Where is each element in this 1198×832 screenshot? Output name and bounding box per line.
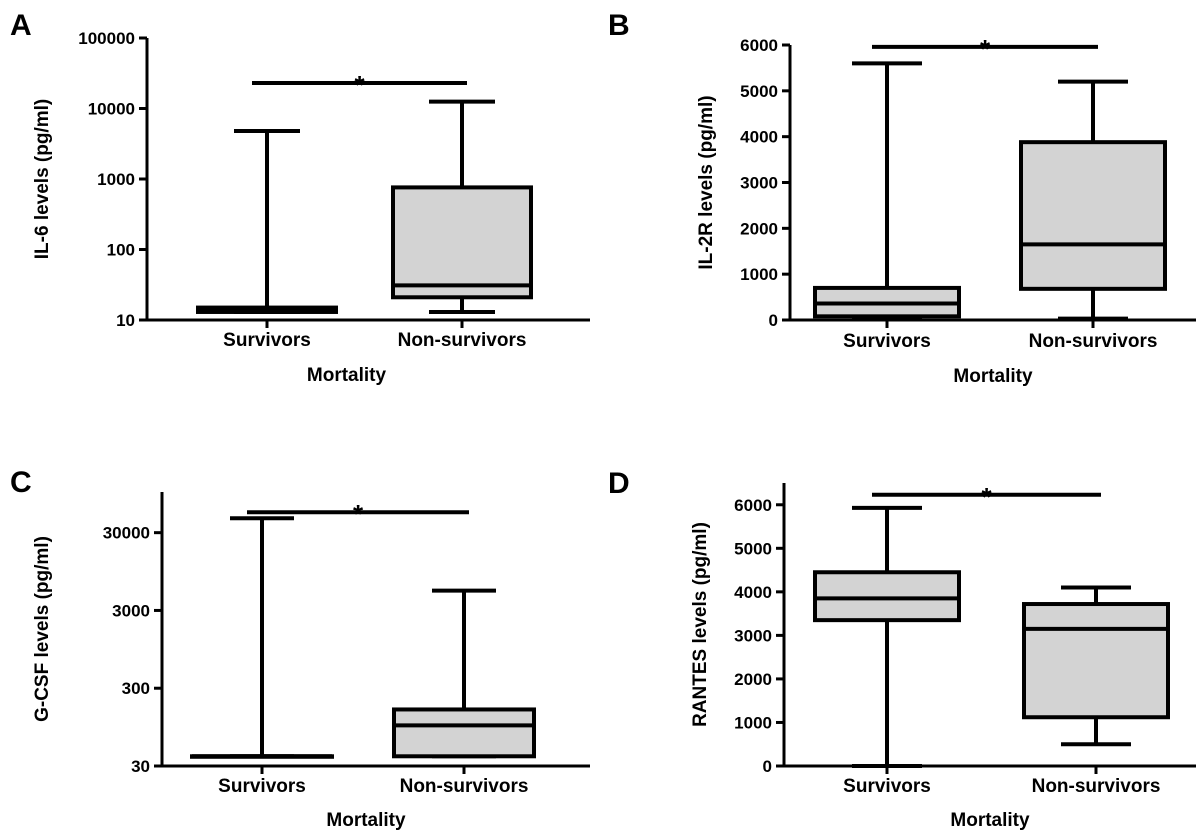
y-tick-label: 4000 (740, 128, 778, 147)
y-tick-label: 100000 (78, 29, 135, 48)
y-tick-label: 0 (763, 757, 772, 776)
x-axis-title: Mortality (950, 810, 1030, 831)
y-tick-label: 2000 (740, 219, 778, 238)
y-tick-label: 300 (122, 679, 150, 698)
significance-asterisk: * (354, 70, 365, 100)
y-tick-label: 2000 (734, 670, 772, 689)
y-axis-title: G-CSF levels (pg/ml) (32, 536, 53, 722)
y-tick-label: 3000 (740, 174, 778, 193)
x-axis-title: Mortality (307, 365, 387, 386)
y-tick-label: 3000 (112, 601, 150, 620)
category-label-survivors: Survivors (223, 330, 311, 351)
category-label-non-survivors: Non-survivors (1029, 331, 1158, 352)
panel-letter: B (608, 9, 630, 42)
y-tick-label: 6000 (740, 36, 778, 55)
y-tick-label: 5000 (740, 82, 778, 101)
panel-c: C 30 300 3000 30000 Survivors Non-survivors Mor… (10, 466, 590, 831)
y-tick-label: 1000 (97, 170, 135, 189)
y-axis-title: RANTES levels (pg/ml) (690, 522, 711, 727)
y-tick-label: 4000 (734, 583, 772, 602)
category-label-non-survivors: Non-survivors (400, 776, 529, 797)
category-label-non-survivors: Non-survivors (1032, 776, 1161, 797)
significance-asterisk: * (980, 34, 991, 64)
panel-letter: D (608, 467, 630, 500)
panel-b: B 0 1000 2000 3000 4000 5000 6000 Survivors Non-s… (608, 9, 1196, 387)
y-tick-label: 10 (116, 311, 135, 330)
y-tick-label: 10000 (88, 100, 135, 119)
category-label-survivors: Survivors (843, 331, 931, 352)
y-tick-label: 1000 (734, 713, 772, 732)
box-non-survivors (391, 185, 533, 300)
y-tick-label: 3000 (734, 626, 772, 645)
y-tick-label: 5000 (734, 539, 772, 558)
y-tick-label: 30 (131, 757, 150, 776)
y-tick-label: 6000 (734, 496, 772, 515)
y-axis-title: IL-6 levels (pg/ml) (32, 99, 53, 259)
box-survivors (813, 570, 961, 623)
significance-asterisk: * (981, 482, 992, 512)
x-axis-title: Mortality (326, 810, 406, 831)
y-axis-title: IL-2R levels (pg/ml) (696, 95, 717, 269)
category-label-survivors: Survivors (843, 776, 931, 797)
panel-d: D 0 1000 2000 3000 4000 5000 6000 Survivors Non-s… (608, 467, 1196, 831)
x-axis-title: Mortality (953, 366, 1033, 387)
y-tick-label: 0 (769, 311, 778, 330)
panel-letter: A (10, 9, 32, 42)
panel-a: A 10 100 1000 10000 100000 Survivors Non-surviv… (10, 9, 590, 386)
y-tick-label: 1000 (740, 265, 778, 284)
box-non-survivors (392, 707, 536, 759)
box-non-survivors (1022, 602, 1170, 720)
panel-letter: C (10, 466, 32, 499)
y-tick-label: 100 (107, 241, 135, 260)
category-label-non-survivors: Non-survivors (398, 330, 527, 351)
significance-asterisk: * (353, 499, 364, 529)
category-label-survivors: Survivors (218, 776, 306, 797)
y-tick-label: 30000 (103, 524, 150, 543)
box-non-survivors (1019, 140, 1167, 291)
